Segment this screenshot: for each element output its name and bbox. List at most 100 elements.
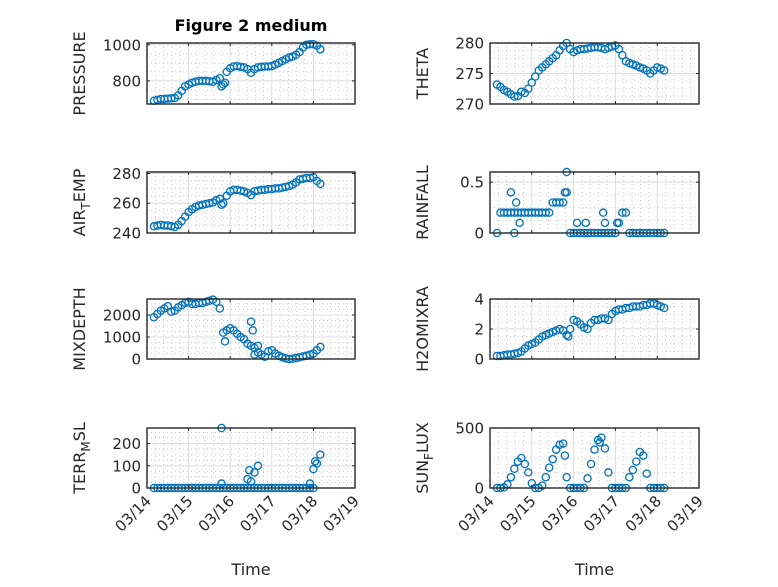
x-tick-label: 03/19 <box>664 492 707 535</box>
data-point <box>600 444 610 453</box>
data-point <box>562 472 571 482</box>
y-label-subscript: M <box>79 441 93 451</box>
data-point <box>219 198 228 208</box>
x-tick-label: 03/16 <box>538 492 581 535</box>
data-point <box>253 461 263 471</box>
data-point <box>560 451 570 460</box>
figure-title: Figure 2 medium <box>175 16 328 35</box>
x-tick-label: 03/18 <box>278 492 321 535</box>
data-point <box>316 342 325 352</box>
data-point <box>595 438 604 447</box>
y-label-rest: LUX <box>413 422 432 453</box>
data-point <box>212 297 221 307</box>
data-point <box>167 307 176 316</box>
data-point <box>612 218 622 228</box>
y-tick-label: 275 <box>455 65 484 83</box>
data-point <box>659 66 669 75</box>
data-point <box>524 84 533 94</box>
y-label-base: THETA <box>413 48 432 100</box>
data-point <box>632 457 641 466</box>
x-tick-label: 03/19 <box>320 492 363 535</box>
x-axis-label: Time <box>230 560 270 579</box>
data-point <box>305 479 315 488</box>
data-point <box>558 198 568 207</box>
x-axis-label: Time <box>574 560 614 579</box>
y-tick-label: 280 <box>112 165 141 183</box>
data-point <box>250 350 259 359</box>
axes-box <box>146 171 356 234</box>
data-point <box>565 324 575 334</box>
y-axis-label: SUNFLUX <box>413 422 436 494</box>
data-point <box>538 481 547 490</box>
y-label-subscript: F <box>422 453 436 460</box>
axes-box <box>146 298 356 360</box>
data-point <box>246 477 256 486</box>
data-point <box>217 200 226 209</box>
data-point <box>572 218 582 228</box>
data-point <box>659 303 669 313</box>
axes-background <box>147 43 355 104</box>
y-tick-label: 200 <box>112 435 141 453</box>
data-point <box>506 472 516 482</box>
data-point <box>555 198 564 207</box>
data-point <box>510 464 519 474</box>
data-point <box>544 208 554 217</box>
data-point <box>511 198 521 207</box>
y-tick-label: 4 <box>474 291 484 309</box>
data-point <box>621 208 631 217</box>
data-point <box>167 94 176 103</box>
data-point <box>245 465 254 475</box>
data-point <box>642 469 652 478</box>
data-point <box>618 50 627 60</box>
y-tick-label: 0 <box>474 480 484 498</box>
x-tick-label: 03/15 <box>496 492 539 535</box>
y-label-base: SUN <box>413 460 432 494</box>
data-point <box>639 451 648 460</box>
y-axis-label: PRESSURE <box>70 31 89 115</box>
data-point <box>541 208 550 217</box>
data-point <box>628 465 638 475</box>
y-tick-label: 260 <box>112 195 141 213</box>
y-tick-label: 0 <box>131 351 141 369</box>
data-point <box>590 445 599 454</box>
axes-box <box>146 427 356 489</box>
y-tick-label: 240 <box>112 225 141 243</box>
data-point <box>220 337 230 346</box>
x-tick-label: 03/16 <box>195 492 238 535</box>
y-tick-label: 800 <box>112 72 141 90</box>
y-tick-label: 100 <box>112 457 141 475</box>
y-tick-label: 0 <box>474 351 484 369</box>
data-point <box>558 439 568 448</box>
subplot-air-temp: 240 260 280 AIRTEMP <box>70 165 356 243</box>
subplot-terr-msl: 0 100 200 TERRMSL 03/1403/1503/1603/1703/180… <box>70 422 363 579</box>
data-point <box>205 198 214 208</box>
y-tick-label: 0 <box>131 480 141 498</box>
data-point <box>625 472 634 482</box>
data-point <box>316 45 325 54</box>
data-point <box>531 72 540 81</box>
data-point <box>614 44 624 54</box>
data-point <box>215 304 225 313</box>
subplot-pressure: 800 1000 PRESSURE <box>70 31 356 116</box>
x-tick-label: 03/18 <box>622 492 665 535</box>
data-point <box>524 468 533 477</box>
data-point <box>316 179 325 189</box>
x-tick-label: 03/14 <box>112 492 155 535</box>
y-tick-label: 2000 <box>103 307 141 325</box>
x-tick-label: 03/17 <box>580 492 623 535</box>
data-point <box>284 53 294 62</box>
data-point <box>506 188 516 197</box>
data-point <box>253 341 263 351</box>
data-point <box>220 78 230 87</box>
y-tick-label: 280 <box>455 35 484 53</box>
y-tick-label: 1000 <box>103 329 141 347</box>
y-axis-label: TERRMSL <box>70 422 93 495</box>
data-point <box>219 80 228 89</box>
data-point <box>586 459 596 469</box>
y-axis-label: THETA <box>413 48 432 100</box>
data-point <box>309 464 318 474</box>
y-axis-label: H2OMIXRA <box>413 286 432 372</box>
x-tick-label: 03/15 <box>153 492 196 535</box>
y-tick-label: 270 <box>455 96 484 114</box>
